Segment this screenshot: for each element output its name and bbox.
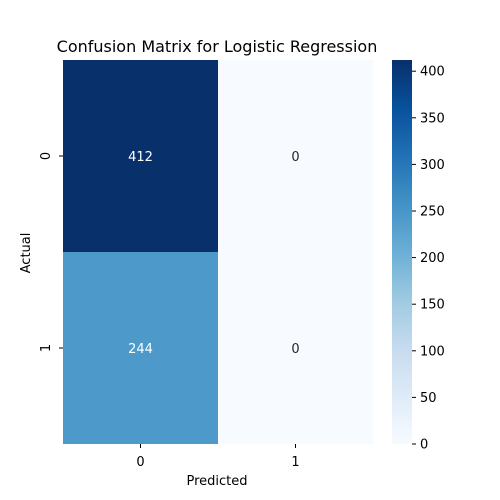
cell-value-label: 0 — [291, 342, 299, 357]
colorbar-axis: 0 50 100 150 200 250 300 350 400 — [412, 65, 445, 453]
colorbar-tick-label: 300 — [420, 158, 445, 173]
colorbar-tick-label: 50 — [420, 391, 437, 406]
colorbar-tick-label: 200 — [420, 251, 445, 266]
y-tick-label: 1 — [39, 344, 54, 352]
colorbar-tick-label: 350 — [420, 111, 445, 126]
cell-value-label: 244 — [128, 342, 153, 357]
y-axis: 01 — [39, 152, 63, 352]
x-axis-label: Predicted — [186, 474, 247, 489]
colorbar-tick-label: 0 — [420, 438, 428, 453]
y-axis-label: Actual — [19, 233, 34, 274]
x-tick-label: 1 — [291, 455, 299, 470]
x-tick-label: 0 — [136, 455, 144, 470]
colorbar-tick-label: 150 — [420, 298, 445, 313]
colorbar-tick-label: 100 — [420, 344, 445, 359]
colorbar — [392, 60, 412, 444]
cell-value-label: 412 — [128, 150, 153, 165]
chart-title: Confusion Matrix for Logistic Regression — [57, 37, 378, 56]
heatmap-cells — [63, 60, 373, 444]
y-tick-label: 0 — [39, 152, 54, 160]
colorbar-tick-label: 400 — [420, 65, 445, 80]
colorbar-tick-label: 250 — [420, 204, 445, 219]
cell-value-label: 0 — [291, 150, 299, 165]
